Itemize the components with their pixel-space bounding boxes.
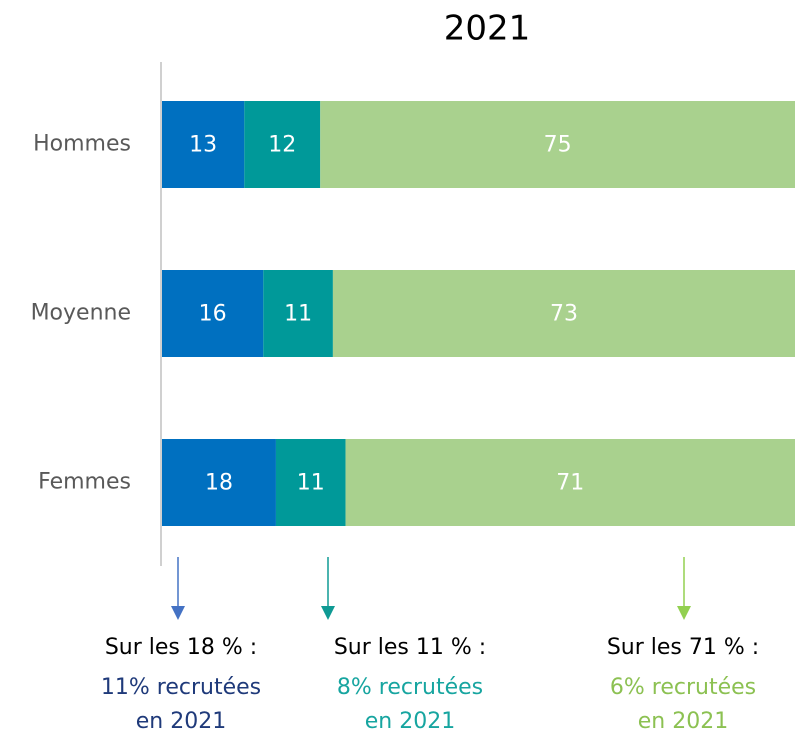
y-tick-label: Femmes xyxy=(38,470,131,495)
data-label: 18 xyxy=(205,471,233,496)
bar-segment xyxy=(244,101,321,188)
data-label: 13 xyxy=(189,133,217,158)
annotation-line: en 2021 xyxy=(365,709,455,734)
bar-segment xyxy=(320,101,795,188)
annotation-line: en 2021 xyxy=(638,709,728,734)
y-tick-label: Hommes xyxy=(33,132,131,157)
data-label: 73 xyxy=(550,302,578,327)
bar-segment xyxy=(162,101,245,188)
annotation-line: Sur les 71 % : xyxy=(607,635,759,660)
data-label: 16 xyxy=(199,302,227,327)
annotation-line: 11% recrutées xyxy=(101,675,261,700)
data-label: 12 xyxy=(268,133,296,158)
bar-segment xyxy=(345,439,795,526)
bar-segment xyxy=(162,270,264,357)
y-tick-label: Moyenne xyxy=(31,301,131,326)
data-label: 71 xyxy=(556,471,584,496)
arrow-head xyxy=(677,606,691,620)
chart-title: 2021 xyxy=(444,9,531,49)
annotation-line: 8% recrutées xyxy=(337,675,483,700)
arrow-head xyxy=(321,606,335,620)
bar-segment xyxy=(263,270,333,357)
data-label: 75 xyxy=(544,133,572,158)
annotation-line: Sur les 11 % : xyxy=(334,635,486,660)
annotation-line: 6% recrutées xyxy=(610,675,756,700)
arrow-head xyxy=(171,606,185,620)
bar-segment xyxy=(275,439,346,526)
annotation-line: en 2021 xyxy=(136,709,226,734)
data-label: 11 xyxy=(284,302,312,327)
bar-segment xyxy=(332,270,795,357)
annotation-line: Sur les 18 % : xyxy=(105,635,257,660)
bar-segment xyxy=(162,439,276,526)
data-label: 11 xyxy=(297,471,325,496)
